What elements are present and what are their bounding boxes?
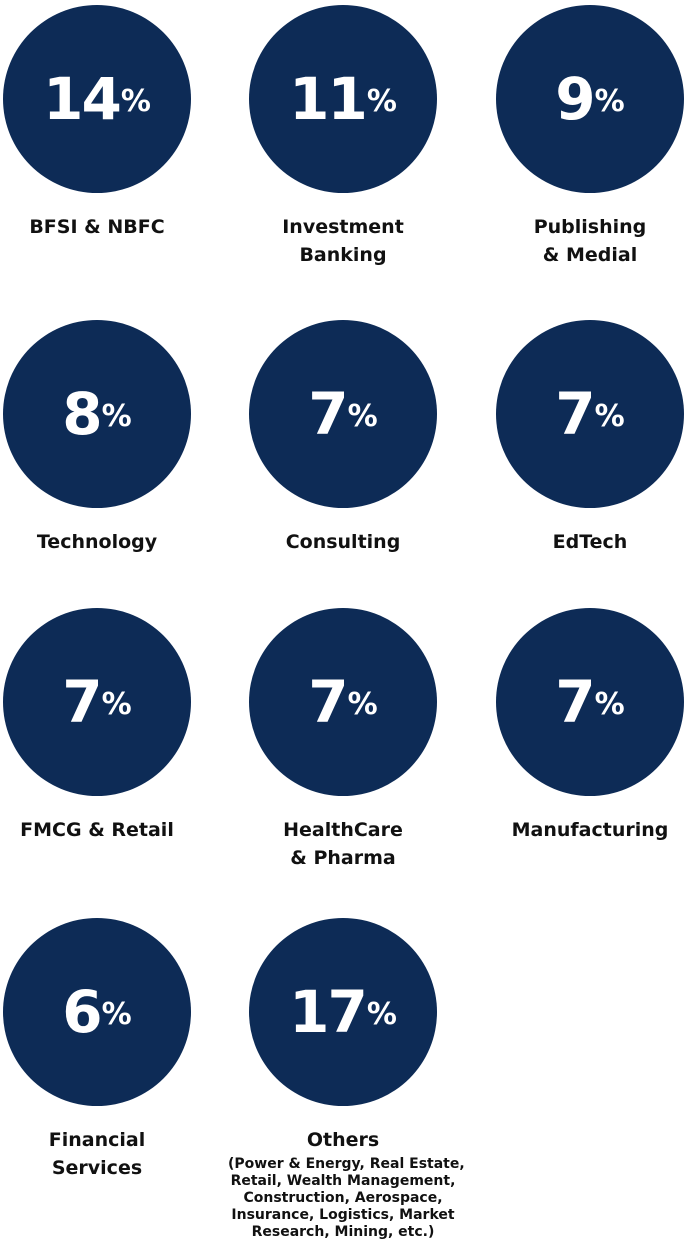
stat-item: 17% Others (Power & Energy, Real Estate, Re… — [228, 918, 465, 1240]
stat-value: 7 — [308, 380, 348, 448]
percent-sign: % — [347, 399, 378, 434]
stat-value: 8 — [62, 380, 102, 448]
stat-label: Consulting — [285, 531, 401, 553]
percent-sign: % — [101, 687, 132, 722]
stat-percentage: 6% — [62, 983, 131, 1041]
percent-sign: % — [101, 997, 132, 1032]
stat-item: 14% BFSI & NBFC — [0, 5, 212, 325]
stat-label: EdTech — [552, 531, 628, 553]
stat-circle: 9% — [496, 5, 684, 193]
stat-label: Others — [306, 1129, 380, 1151]
stat-percentage: 9% — [555, 70, 624, 128]
stat-percentage: 11% — [289, 70, 397, 128]
stat-sublabel: (Power & Energy, Real Estate, — [228, 1156, 465, 1172]
stat-label: BFSI & NBFC — [29, 216, 165, 238]
stat-label: Banking — [299, 244, 387, 266]
stat-percentage: 7% — [308, 385, 377, 443]
stat-item: 7% Manufacturing — [475, 608, 690, 928]
stat-value: 9 — [555, 65, 595, 133]
stat-circle: 7% — [496, 608, 684, 796]
percent-sign: % — [594, 84, 625, 119]
stat-percentage: 14% — [43, 70, 151, 128]
percent-sign: % — [594, 399, 625, 434]
stat-item: 6% Financial Services — [0, 918, 212, 1238]
stat-sublabel: Construction, Aerospace, — [243, 1190, 443, 1206]
stat-percentage: 7% — [62, 673, 131, 731]
stat-label: Publishing — [533, 216, 647, 238]
stat-value: 6 — [62, 978, 102, 1046]
stat-value: 11 — [289, 65, 368, 133]
stat-value: 7 — [308, 668, 348, 736]
stat-label: Technology — [36, 531, 158, 553]
stat-circle: 14% — [3, 5, 191, 193]
percent-sign: % — [101, 399, 132, 434]
stat-label: & Pharma — [290, 847, 396, 869]
stat-item: 8% Technology — [0, 320, 212, 640]
percent-sign: % — [120, 84, 151, 119]
percent-sign: % — [366, 997, 397, 1032]
percent-sign: % — [366, 84, 397, 119]
stat-circle: 11% — [249, 5, 437, 193]
stat-item: 7% EdTech — [475, 320, 690, 640]
stat-item: 7% FMCG & Retail — [0, 608, 212, 928]
stat-circle: 7% — [249, 320, 437, 508]
stat-label: Services — [51, 1157, 143, 1179]
stat-sublabel: Insurance, Logistics, Market — [231, 1207, 455, 1223]
stat-item: 7% HealthCare & Pharma — [228, 608, 458, 928]
stat-label: HealthCare — [283, 819, 403, 841]
stat-circle: 6% — [3, 918, 191, 1106]
stat-percentage: 7% — [308, 673, 377, 731]
stat-percentage: 17% — [289, 983, 397, 1041]
stat-label: FMCG & Retail — [20, 819, 174, 841]
percent-sign: % — [594, 687, 625, 722]
stat-circle: 8% — [3, 320, 191, 508]
stat-circle: 7% — [496, 320, 684, 508]
stat-value: 7 — [555, 380, 595, 448]
stat-sublabel: Retail, Wealth Management, — [230, 1173, 456, 1189]
stat-percentage: 8% — [62, 385, 131, 443]
stat-value: 7 — [62, 668, 102, 736]
stat-circle: 7% — [249, 608, 437, 796]
stat-circle: 7% — [3, 608, 191, 796]
stat-label: Financial — [48, 1129, 146, 1151]
stat-value: 7 — [555, 668, 595, 736]
stat-value: 17 — [289, 978, 368, 1046]
stat-circle: 17% — [249, 918, 437, 1106]
stat-item: 7% Consulting — [228, 320, 458, 640]
stat-percentage: 7% — [555, 385, 624, 443]
stat-sublabel: Research, Mining, etc.) — [251, 1224, 435, 1240]
stat-label: & Medial — [542, 244, 638, 266]
stat-item: 9% Publishing & Medial — [475, 5, 690, 325]
stat-value: 14 — [43, 65, 122, 133]
stat-label: Investment — [282, 216, 404, 238]
stat-label: Manufacturing — [511, 819, 669, 841]
stat-percentage: 7% — [555, 673, 624, 731]
percent-sign: % — [347, 687, 378, 722]
stat-item: 11% Investment Banking — [228, 5, 458, 325]
